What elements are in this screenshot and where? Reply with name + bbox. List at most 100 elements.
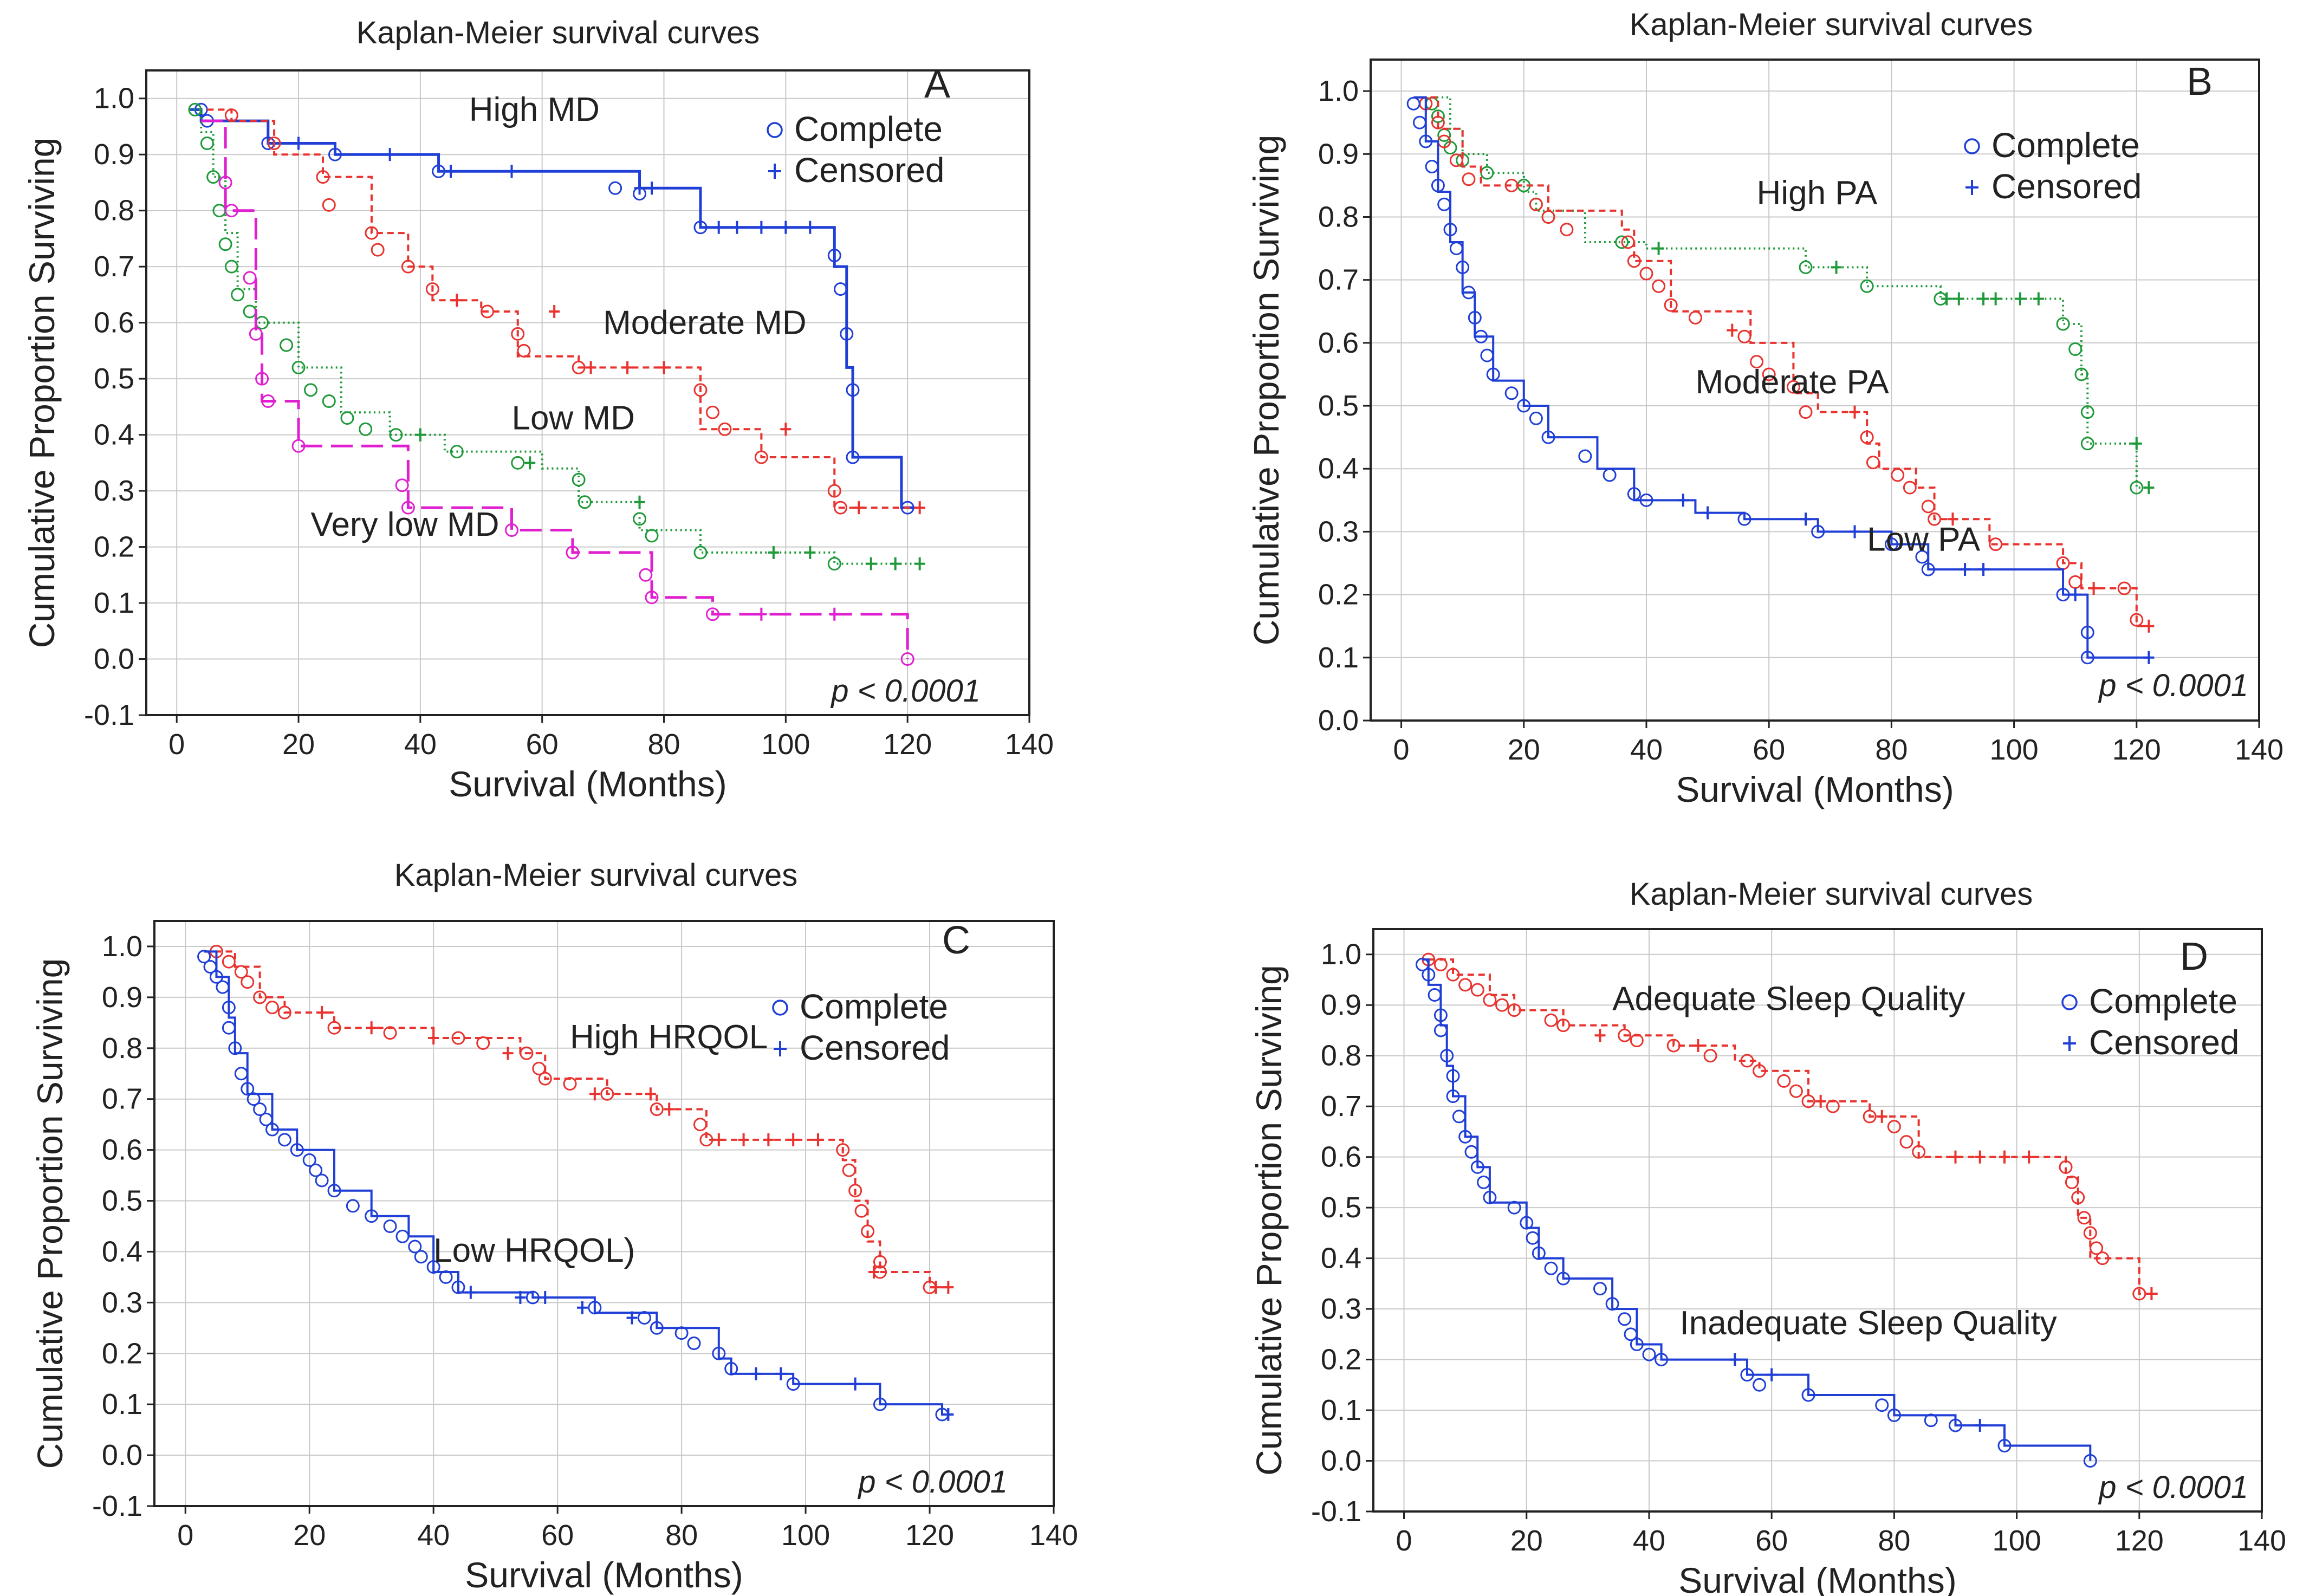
censored-marker xyxy=(366,1021,377,1035)
curve-label: High MD xyxy=(469,91,600,128)
series-adequate-sleep-quality: Adequate Sleep Quality xyxy=(1422,952,2158,1301)
y-tick-label: 0.9 xyxy=(1321,989,1361,1021)
x-tick-label: 20 xyxy=(1510,1524,1543,1557)
complete-marker xyxy=(1532,1246,1546,1260)
censored-marker xyxy=(2070,588,2081,601)
y-tick-label: 0.1 xyxy=(1318,641,1359,674)
complete-marker xyxy=(1507,1201,1521,1215)
series-high-md: High MD xyxy=(189,91,914,515)
complete-marker xyxy=(840,327,854,341)
censored-marker xyxy=(763,1133,774,1146)
complete-marker xyxy=(1887,1120,1901,1134)
complete-marker xyxy=(1618,1312,1632,1326)
x-tick-label: 120 xyxy=(2112,734,2161,766)
curve-label: Adequate Sleep Quality xyxy=(1612,981,1965,1018)
y-tick-label: 0.3 xyxy=(1321,1293,1361,1325)
complete-marker xyxy=(1419,134,1433,148)
censored-marker xyxy=(445,165,457,178)
complete-marker xyxy=(383,1219,397,1233)
complete-marker xyxy=(1517,399,1531,413)
censored-marker xyxy=(805,220,816,234)
survival-curve xyxy=(201,119,909,659)
complete-marker xyxy=(1446,1089,1460,1103)
complete-marker xyxy=(861,1224,875,1238)
y-tick-label: 0.0 xyxy=(102,1439,142,1471)
y-tick-label: 0.8 xyxy=(1318,200,1359,233)
y-tick-label: 0.4 xyxy=(1318,452,1359,485)
censored-marker xyxy=(515,1290,526,1304)
complete-marker xyxy=(206,170,220,184)
complete-marker xyxy=(365,1209,379,1223)
censored-marker xyxy=(1990,292,2001,306)
series-low-pa: Low PA xyxy=(1406,96,2155,665)
x-tick-label: 140 xyxy=(1005,728,1054,761)
y-tick-label: 0.8 xyxy=(94,194,134,227)
censored-marker xyxy=(2033,292,2044,306)
censored-marker xyxy=(853,501,865,515)
series-high-pa: High PA xyxy=(1425,96,2155,495)
complete-marker xyxy=(291,439,306,453)
complete-marker xyxy=(1464,1145,1478,1159)
complete-marker xyxy=(1605,1297,1619,1311)
censored-marker xyxy=(506,165,517,178)
complete-marker xyxy=(1406,96,1420,111)
y-tick-label: 0.0 xyxy=(1318,704,1359,737)
censored-marker xyxy=(1815,1094,1826,1108)
y-tick-label: -0.1 xyxy=(84,699,134,731)
chart-panel-d: Kaplan-Meier survival curves -0.1 0.0 0.1 0.… xyxy=(1249,877,2286,1596)
complete-marker xyxy=(705,405,719,419)
complete-marker xyxy=(1912,1145,1926,1159)
complete-marker xyxy=(481,304,495,319)
complete-marker xyxy=(197,950,211,964)
y-tick-label: 0.0 xyxy=(94,643,134,676)
complete-marker xyxy=(693,1118,707,1132)
y-tick-label: 1.0 xyxy=(1321,938,1361,971)
complete-marker xyxy=(241,1082,255,1096)
survival-curve xyxy=(1413,96,2149,659)
x-tick-label: 80 xyxy=(1878,1524,1910,1557)
complete-marker xyxy=(1477,1175,1491,1189)
complete-marker xyxy=(1431,109,1445,124)
complete-marker xyxy=(1887,1408,1901,1422)
complete-marker xyxy=(327,1021,341,1035)
complete-marker xyxy=(1664,298,1678,312)
y-tick-label: 0.4 xyxy=(102,1235,142,1268)
complete-marker xyxy=(1560,223,1574,237)
survival-curve xyxy=(204,950,949,1416)
complete-marker xyxy=(1863,1110,1877,1124)
complete-marker xyxy=(2065,1175,2079,1189)
complete-marker xyxy=(253,990,267,1004)
chart-title: Kaplan-Meier survival curves xyxy=(356,15,760,50)
x-tick-label: 60 xyxy=(541,1519,574,1552)
x-tick-label: 20 xyxy=(293,1519,326,1552)
censored-marker xyxy=(540,1290,551,1304)
complete-marker xyxy=(253,1102,267,1116)
y-tick-label: 0.7 xyxy=(1318,264,1359,296)
series-low-hrqol-: Low HRQOL) xyxy=(197,950,954,1422)
complete-marker xyxy=(2096,1251,2110,1266)
complete-marker xyxy=(633,512,647,526)
complete-marker xyxy=(566,546,580,560)
complete-marker xyxy=(1786,380,1800,394)
x-tick-label: 20 xyxy=(282,728,315,761)
complete-marker xyxy=(1618,1028,1632,1042)
complete-marker xyxy=(1928,512,1942,526)
complete-marker xyxy=(1504,178,1519,192)
complete-marker xyxy=(900,652,914,666)
y-tick-label: 0.7 xyxy=(1321,1090,1361,1123)
complete-marker xyxy=(834,501,848,515)
y-tick-label: 0.3 xyxy=(94,475,134,507)
complete-marker xyxy=(2068,342,2083,356)
complete-marker xyxy=(476,1036,490,1050)
censored-marker xyxy=(756,220,767,234)
complete-marker xyxy=(1462,172,1476,186)
complete-marker xyxy=(1529,197,1543,211)
survival-curve xyxy=(189,108,914,509)
plot-frame xyxy=(145,69,1030,716)
y-tick-label: 0.0 xyxy=(1321,1445,1361,1477)
complete-marker xyxy=(674,1326,689,1340)
complete-marker xyxy=(724,1361,738,1376)
legend-complete-marker xyxy=(2061,994,2078,1010)
y-tick-label: 0.9 xyxy=(102,981,142,1014)
legend-censored-label: Censored xyxy=(2089,1023,2240,1062)
